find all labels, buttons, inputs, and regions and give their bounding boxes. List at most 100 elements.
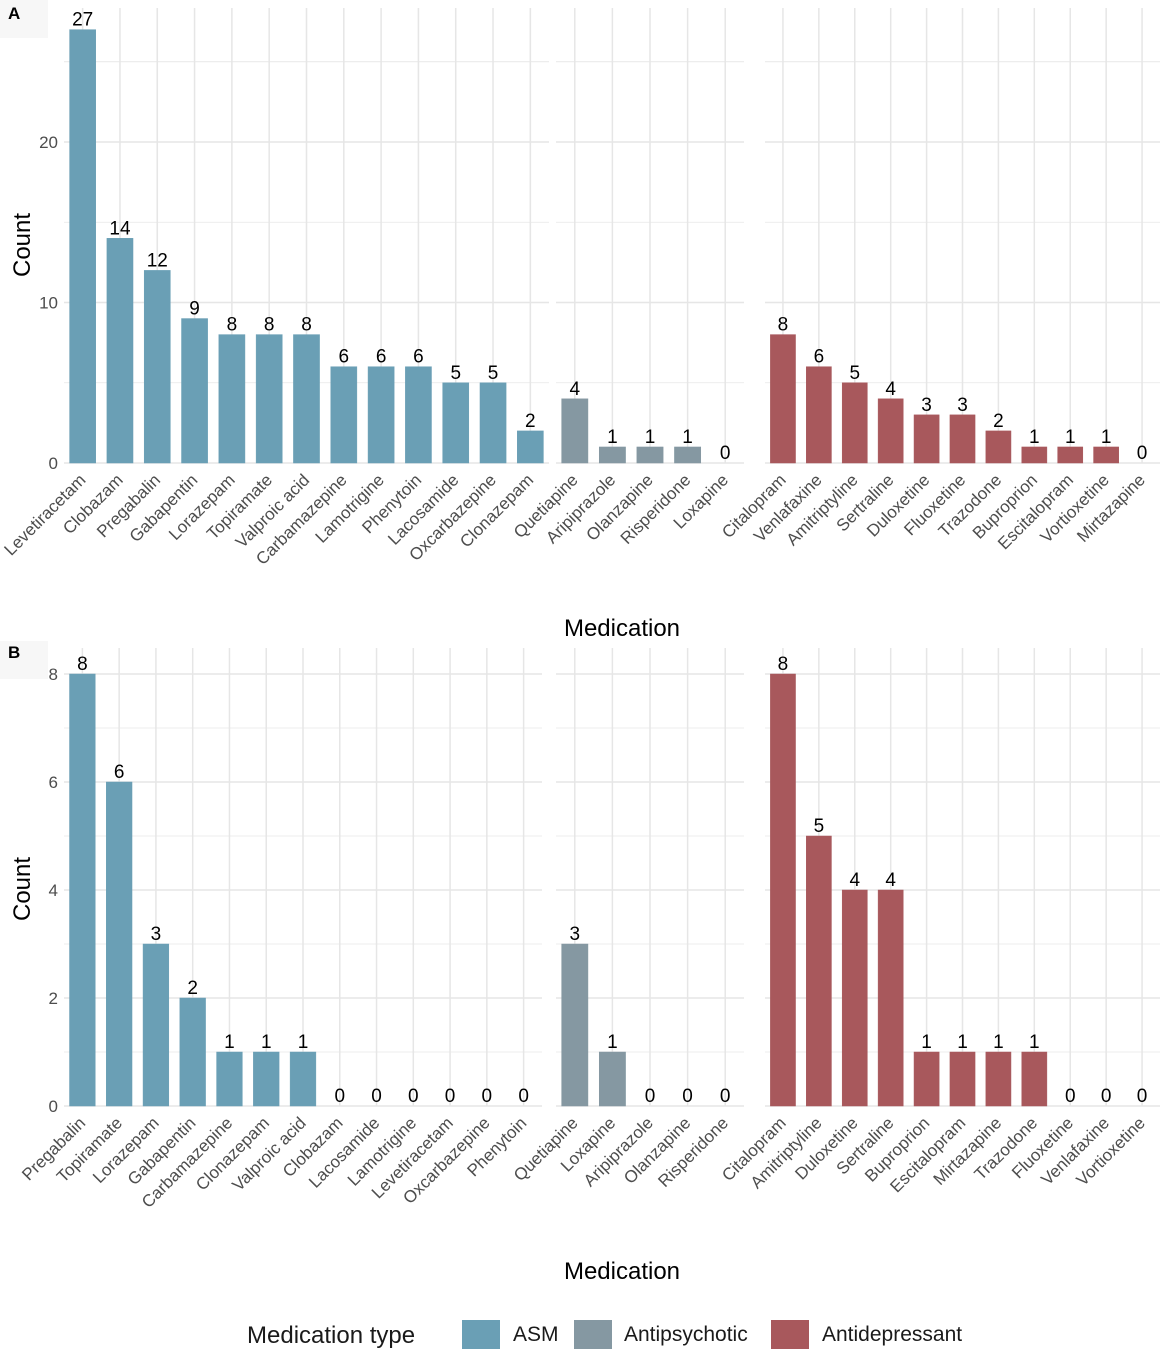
bar-value-label-b: 1 [1029,1032,1040,1053]
bar-a-fluoxetine [949,414,976,464]
bar-value-label-a: 5 [450,363,461,384]
bar-value-label-b: 0 [371,1086,382,1107]
bar-value-label-b: 1 [921,1032,932,1053]
legend: Medication type ASM Antipsychotic Antide… [0,1316,1170,1356]
bar-value-label-b: 1 [261,1032,272,1053]
bar-b-loxapine [598,1051,626,1107]
bar-a-oxcarbazepine [479,382,507,464]
bar-b-valproic-acid [289,1051,317,1107]
bar-value-label-b: 3 [151,924,162,945]
bar-b-quetiapine [561,943,589,1107]
panel-b-label: B [8,643,21,662]
bar-a-phenytoin [405,366,432,464]
legend-label-antidepressant: Antidepressant [822,1323,963,1346]
bar-value-label-a: 3 [957,395,968,416]
bar-a-pregabalin [143,270,171,464]
bar-value-label-a: 8 [301,315,312,336]
bar-value-label-a: 6 [376,347,387,368]
bar-a-olanzapine [636,446,664,464]
bar-a-escitalopram [1057,446,1084,464]
legend-key-antidepressant [771,1320,809,1349]
bar-value-label-b: 8 [77,654,88,675]
bar-b-lorazepam [142,943,170,1107]
bar-value-label-b: 0 [1065,1086,1076,1107]
bar-a-gabapentin [181,318,208,464]
bar-a-risperidone [674,446,702,464]
bar-value-label-b: 1 [957,1032,968,1053]
bar-value-label-b: 6 [114,762,125,783]
bar-value-label-a: 8 [227,315,238,336]
bar-value-label-b: 4 [849,870,860,891]
bar-a-valproic-acid [293,334,320,464]
bar-value-label-b: 5 [814,816,825,837]
panel-a-label: A [8,4,21,23]
bar-value-label-a: 5 [849,363,860,384]
bar-value-label-b: 0 [682,1086,693,1107]
bar-value-label-b: 0 [445,1086,456,1107]
bar-value-label-a: 2 [993,411,1004,432]
bar-a-aripiprazole [598,446,626,464]
bar-value-label-b: 8 [778,654,789,675]
legend-label-asm: ASM [513,1323,559,1346]
bar-a-levetiracetam [69,29,96,464]
bar-a-carbamazepine [330,366,358,464]
bar-b-citalopram [770,673,796,1107]
bar-a-quetiapine [561,398,589,464]
bar-value-label-a: 6 [413,347,424,368]
y-tick-label-b: 6 [49,773,58,792]
bar-b-clonazepam [253,1051,280,1107]
y-axis-title-a: Count [9,213,36,277]
legend-key-asm [462,1320,500,1349]
bar-value-label-b: 0 [518,1086,529,1107]
bar-value-label-b: 3 [570,924,581,945]
bar-value-label-a: 1 [645,427,656,448]
bar-value-label-b: 1 [224,1032,235,1053]
bar-b-pregabalin [69,673,96,1107]
bar-a-duloxetine [913,414,940,464]
bar-value-label-b: 1 [607,1032,618,1053]
chart-svg: 27Levetiracetam14Clobazam12Pregabalin9Ga… [1,8,1160,1285]
bar-value-label-a: 0 [1137,443,1148,464]
x-axis-title-b: Medication [564,1258,680,1285]
panel-b-tag [0,641,48,679]
bar-value-label-a: 1 [682,427,693,448]
bar-b-sertraline [877,889,904,1107]
bar-a-topiramate [255,334,283,464]
bar-a-venlafaxine [806,366,832,464]
bar-a-vortioxetine [1093,446,1119,464]
bar-value-label-b: 0 [1137,1086,1148,1107]
bar-a-buproprion [1021,446,1048,464]
y-tick-label-b: 0 [49,1097,58,1116]
bar-value-label-a: 6 [814,347,825,368]
bar-value-label-a: 1 [1065,427,1076,448]
x-axis-title-a: Medication [564,615,680,642]
bar-value-label-a: 0 [720,443,731,464]
bar-value-label-a: 1 [1029,427,1040,448]
bar-value-label-a: 1 [1101,427,1112,448]
bar-value-label-a: 8 [264,315,275,336]
bar-value-label-b: 1 [298,1032,309,1053]
bar-value-label-a: 3 [921,395,932,416]
bar-value-label-b: 0 [720,1086,731,1107]
y-tick-label-a: 0 [49,454,58,473]
y-tick-label-b: 4 [49,881,58,900]
bar-value-label-a: 1 [607,427,618,448]
panel-a-tag [0,0,48,38]
bar-value-label-a: 4 [885,379,896,400]
bar-value-label-a: 9 [189,299,200,320]
bar-a-amitriptyline [841,382,868,464]
bar-value-label-b: 1 [993,1032,1004,1053]
bar-value-label-a: 6 [339,347,350,368]
bar-value-label-a: 8 [778,315,789,336]
bar-a-clobazam [106,238,134,464]
bar-value-label-a: 14 [109,218,131,239]
bar-a-citalopram [770,334,796,464]
y-tick-label-b: 2 [49,989,58,1008]
legend-title: Medication type [247,1322,416,1349]
y-tick-label-b: 8 [49,665,58,684]
bar-value-label-b: 0 [334,1086,345,1107]
bar-b-trazodone [1021,1051,1048,1107]
bar-value-label-b: 2 [187,978,198,999]
bar-b-carbamazepine [216,1051,243,1107]
